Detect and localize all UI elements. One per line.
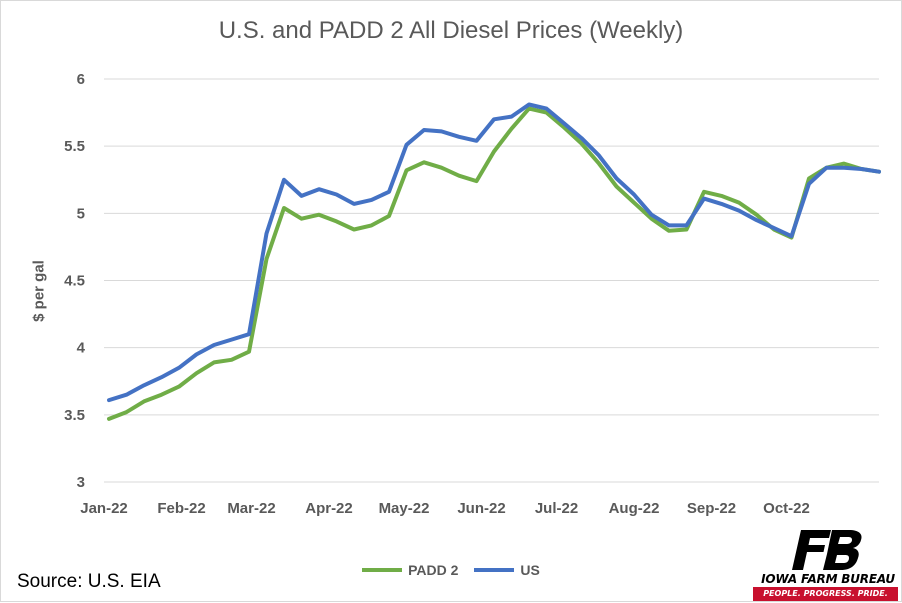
legend: PADD 2 US — [1, 562, 901, 578]
legend-item-us: US — [474, 562, 540, 578]
series-line-us — [107, 102, 881, 403]
y-tick-label: 6 — [77, 71, 85, 88]
x-tick-label: Jan-22 — [80, 500, 128, 517]
y-tick-label: 4.5 — [64, 273, 85, 290]
y-tick-label: 3 — [77, 474, 85, 491]
source-note: Source: U.S. EIA — [17, 571, 161, 592]
legend-label-padd2: PADD 2 — [408, 562, 459, 578]
x-tick-label: Aug-22 — [609, 500, 660, 517]
chart-title: U.S. and PADD 2 All Diesel Prices (Weekl… — [218, 17, 684, 44]
plot-area: 3 3.5 4 4.5 5 5.5 6 Jan-22 Feb-22 Mar-22 Apr-22 Ma… — [64, 71, 881, 517]
logo-wordmark: IOWA FARM BUREAU — [761, 572, 895, 586]
x-tick-label: Apr-22 — [305, 500, 353, 517]
x-tick-labels: Jan-22 Feb-22 Mar-22 Apr-22 May-22 Jun-22 Jul-… — [80, 500, 810, 517]
x-tick-label: Jul-22 — [535, 500, 578, 517]
y-tick-labels: 3 3.5 4 4.5 5 5.5 6 — [64, 71, 86, 491]
x-tick-label: May-22 — [379, 500, 430, 517]
y-tick-label: 5.5 — [64, 138, 85, 155]
x-tick-label: Sep-22 — [687, 500, 736, 517]
legend-swatch-padd2 — [362, 568, 403, 572]
x-tick-label: Jun-22 — [457, 500, 505, 517]
logo-tagline: PEOPLE. PROGRESS. PRIDE. — [753, 587, 898, 601]
y-tick-label: 3.5 — [64, 407, 85, 424]
y-tick-label: 4 — [77, 340, 86, 357]
x-tick-label: Mar-22 — [227, 500, 275, 517]
legend-item-padd2: PADD 2 — [362, 562, 458, 578]
fb-logo-icon — [792, 530, 862, 570]
series-line-padd-2 — [107, 106, 881, 421]
gridlines — [104, 78, 879, 483]
iowa-farm-bureau-logo: IOWA FARM BUREAU PEOPLE. PROGRESS. PRIDE… — [753, 528, 902, 603]
legend-label-us: US — [520, 562, 540, 578]
x-tick-label: Feb-22 — [157, 500, 205, 517]
legend-swatch-us — [474, 568, 515, 572]
x-tick-label: Oct-22 — [763, 500, 810, 517]
y-tick-label: 5 — [77, 205, 85, 222]
series-lines — [107, 102, 881, 421]
